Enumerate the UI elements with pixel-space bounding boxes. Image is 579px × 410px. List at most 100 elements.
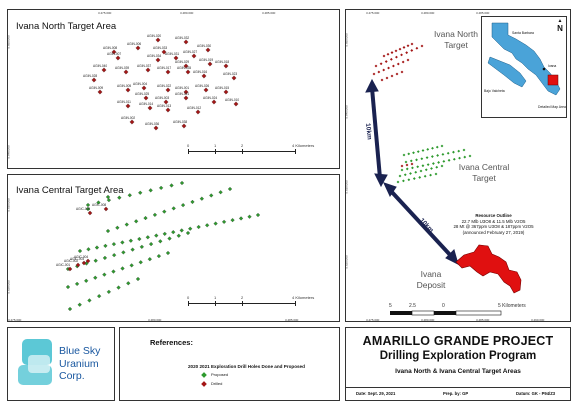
- prep-label: Prep. by: GP: [443, 391, 469, 396]
- proposed-hole-marker: [85, 206, 91, 212]
- hole-label: AGIC-008: [92, 203, 106, 207]
- distance-arrow-2: [383, 182, 459, 265]
- date-label: Date: Sept. 29, 2021: [356, 391, 396, 396]
- drilled-hole-marker: [395, 72, 399, 76]
- proposed-hole-marker: [162, 231, 167, 236]
- drilled-hole-marker: [386, 52, 390, 56]
- proposed-hole-marker: [139, 244, 144, 249]
- hole-label: AGIN-036: [145, 122, 159, 126]
- proposed-hole-marker: [463, 155, 467, 159]
- proposed-hole-marker: [156, 253, 162, 259]
- proposed-hole-marker: [415, 158, 418, 162]
- drilled-hole-marker: [165, 69, 171, 75]
- resource-line-4: (announced February 27, 2019): [462, 229, 525, 235]
- inset-region-shape: [487, 22, 561, 96]
- drilled-hole-marker: [195, 109, 201, 115]
- drilled-hole-marker: [400, 70, 404, 74]
- proposed-hole-marker: [176, 233, 181, 238]
- north-tick-top-1: 3.475.000: [98, 11, 112, 15]
- proposed-hole-marker: [457, 149, 461, 153]
- proposed-hole-marker: [120, 266, 125, 271]
- hole-label: AGIN-007: [107, 52, 121, 56]
- drilled-hole-marker: [191, 53, 197, 59]
- proposed-hole-marker: [84, 278, 89, 283]
- drilled-hole-marker: [405, 163, 409, 167]
- hole-label: AGIC-002: [64, 259, 78, 263]
- resource-outline-text: Resource Outline 22.7 Mlb U3O8 & 11.5 Ml…: [446, 213, 541, 235]
- drilled-hole-marker: [406, 44, 410, 48]
- central-scale-bar: 0 1 2 4 Kilometers: [187, 295, 314, 313]
- logo-box: Blue Sky Uranium Corp.: [7, 327, 115, 401]
- central-scale-tick-2: 2: [241, 295, 244, 300]
- proposed-hole-marker: [446, 151, 450, 155]
- central-scale-tick-3: 4 Kilometers: [292, 295, 315, 300]
- resource-line-2: 22.7 Mlb U3O8 & 11.5 Mlb V2O5: [461, 218, 526, 224]
- proposed-hole-marker: [421, 164, 425, 168]
- proposed-hole-marker: [407, 152, 411, 156]
- hole-label: AGIN-024: [203, 96, 217, 100]
- drilled-hole-marker: [183, 39, 189, 45]
- drilled-hole-marker: [201, 73, 207, 79]
- drilled-hole-marker: [161, 49, 167, 55]
- drilled-hole-marker: [87, 210, 93, 216]
- proposed-hole-marker: [188, 226, 193, 231]
- hole-label: AGIN-027: [183, 50, 197, 54]
- hole-label: AGIN-040: [93, 64, 107, 68]
- drilled-hole-marker: [231, 75, 237, 81]
- proposed-hole-marker: [152, 212, 158, 217]
- central-scale-seg: [188, 301, 189, 306]
- proposed-hole-marker: [431, 146, 434, 150]
- drilled-hole-marker: [147, 105, 153, 111]
- hole-label: AGIN-026: [195, 84, 209, 88]
- drilled-hole-marker: [400, 164, 404, 168]
- proposed-hole-marker: [400, 168, 404, 172]
- north-target-label: Ivana North Target: [434, 29, 478, 50]
- north-target-panel: Ivana North Target Area 3.475.000 3.480.…: [7, 9, 340, 169]
- proposed-hole-marker: [147, 257, 152, 262]
- hole-label: AGIN-035: [177, 66, 191, 70]
- drilled-hole-marker: [396, 62, 400, 66]
- proposed-hole-marker: [430, 167, 433, 170]
- drilled-hole-marker: [129, 119, 135, 125]
- inset-label-santa-barbara: Santa Barbara: [512, 31, 534, 35]
- north-arrow-glyph: ▲: [557, 18, 563, 24]
- proposed-hole-marker: [65, 284, 71, 290]
- hole-label: AGIN-009: [89, 86, 103, 90]
- drilled-hole-marker: [111, 49, 117, 55]
- inset-label-detailed-area: Detailed Map Area: [538, 105, 566, 109]
- proposed-hole-marker: [167, 236, 172, 241]
- hole-label: AGIC-003: [70, 257, 84, 261]
- overview-scale-tick-1: 2.5: [409, 303, 416, 309]
- proposed-hole-marker: [441, 152, 445, 156]
- drilled-marker-icon: [201, 381, 207, 387]
- proposed-hole-marker: [205, 223, 210, 228]
- north-scale-seg: [242, 149, 243, 154]
- legend-heading: 2020 2021 Exploration Drill Holes Done a…: [188, 364, 305, 369]
- proposed-hole-marker: [247, 214, 252, 219]
- proposed-hole-marker: [116, 285, 121, 290]
- drilled-hole-marker: [406, 58, 410, 62]
- overview-tick-top-3: 3.485.000: [476, 11, 490, 15]
- drilled-hole-marker: [410, 162, 414, 166]
- north-panel-title: Ivana North Target Area: [16, 21, 117, 32]
- proposed-hole-marker: [162, 209, 167, 214]
- north-scale-bar: 0 1 2 4 Kilometers: [187, 143, 314, 161]
- drilled-hole-marker: [153, 125, 159, 131]
- proposed-hole-marker: [452, 157, 456, 161]
- proposed-hole-marker: [128, 238, 133, 243]
- proposed-hole-marker: [77, 302, 82, 307]
- drilled-hole-marker: [183, 95, 189, 101]
- proposed-hole-marker: [402, 179, 405, 183]
- proposed-marker-icon: [201, 372, 207, 378]
- proposed-hole-marker: [227, 186, 233, 192]
- proposed-hole-marker: [103, 243, 108, 248]
- drilled-hole-marker: [143, 95, 149, 101]
- drilled-hole-marker: [390, 51, 394, 54]
- deposit-outline: [455, 244, 522, 294]
- north-holes-layer: AGIN-020 AGIN-032 AGIN-008 AGIN-006 AGIN-033…: [83, 34, 239, 131]
- central-scale-seg: [215, 301, 216, 306]
- proposed-hole-marker: [424, 168, 428, 172]
- proposed-hole-marker: [411, 166, 414, 170]
- drilled-hole-marker: [85, 258, 91, 264]
- proposed-hole-marker: [396, 180, 400, 184]
